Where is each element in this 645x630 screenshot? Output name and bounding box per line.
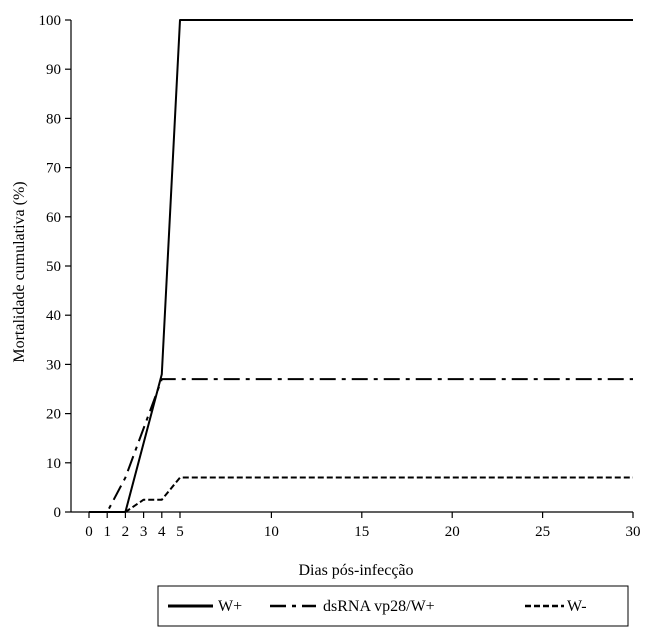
legend: W+ dsRNA vp28/W+ W- (157, 585, 629, 627)
series-line-2 (89, 476, 633, 513)
y-tick-label: 10 (46, 456, 61, 472)
series-lines (89, 19, 633, 513)
y-tick-label: 80 (46, 111, 61, 127)
y-tick-label: 100 (39, 13, 62, 29)
x-tick-label: 25 (535, 524, 550, 540)
x-tick-label: 4 (158, 524, 166, 540)
legend-box (157, 585, 629, 627)
x-tick-label: 1 (103, 524, 111, 540)
x-tick-label: 2 (122, 524, 130, 540)
y-tick-label: 0 (54, 505, 62, 521)
x-tick-label: 20 (445, 524, 460, 540)
y-axis-title: Mortalidade cumulativa (%) (11, 181, 28, 362)
x-tick-label: 3 (140, 524, 148, 540)
legend-label-dsrna: dsRNA vp28/W+ (323, 598, 435, 615)
x-tick-label: 0 (85, 524, 93, 540)
y-tick-label: 50 (46, 259, 61, 275)
x-ticks: 0 1 2 3 4 5 10 15 20 25 30 (85, 512, 641, 540)
y-tick-label: 40 (46, 308, 61, 324)
x-tick-label: 15 (354, 524, 369, 540)
x-tick-label: 30 (626, 524, 641, 540)
y-ticks: 0 10 20 30 40 50 60 70 80 90 100 (39, 13, 71, 521)
x-tick-label: 5 (176, 524, 184, 540)
y-tick-label: 70 (46, 161, 61, 177)
series-line-0 (89, 19, 633, 513)
x-axis-title: Dias pós-infecção (298, 562, 413, 579)
y-tick-label: 30 (46, 357, 61, 373)
y-tick-label: 20 (46, 407, 61, 423)
legend-label-w-minus: W- (567, 598, 587, 615)
y-tick-label: 90 (46, 62, 61, 78)
series-line-1 (89, 378, 633, 513)
legend-label-w-plus: W+ (218, 598, 242, 615)
x-tick-label: 10 (264, 524, 279, 540)
y-tick-label: 60 (46, 210, 61, 226)
